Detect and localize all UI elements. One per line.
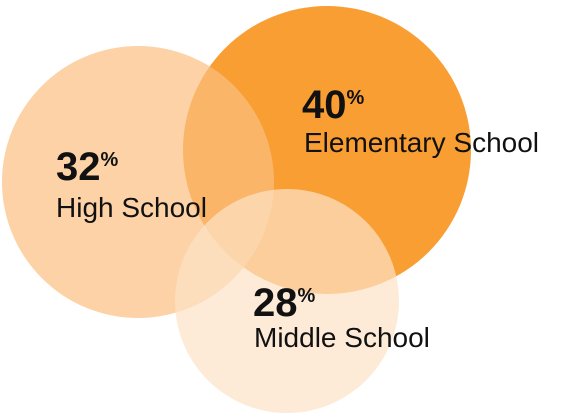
elementary-school-percent-sign: % [347,87,365,109]
middle-school-category-label: Middle School [254,322,430,353]
middle-school-value-label: 28% [253,281,316,325]
elementary-school-category-label: Elementary School [304,127,539,158]
middle-school-percent-sign: % [298,285,316,307]
high-school-value-label: 32% [56,145,119,189]
high-school-value: 32 [56,145,101,189]
middle-school-bubble [175,189,399,413]
high-school-category-label: High School [56,192,207,223]
middle-school-value: 28 [253,281,298,325]
elementary-school-value-label: 40% [302,83,365,127]
elementary-school-value: 40 [302,83,347,127]
high-school-percent-sign: % [101,149,119,171]
